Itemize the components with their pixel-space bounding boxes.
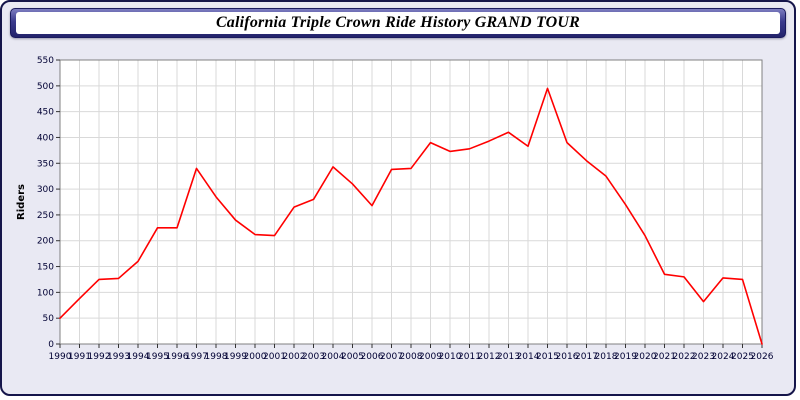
svg-text:2021: 2021	[653, 352, 676, 362]
header-bar: California Triple Crown Ride History GRA…	[10, 8, 786, 38]
svg-text:1996: 1996	[166, 352, 189, 362]
svg-text:2010: 2010	[439, 352, 462, 362]
svg-text:2008: 2008	[400, 352, 423, 362]
svg-text:2018: 2018	[595, 352, 618, 362]
svg-text:2025: 2025	[731, 352, 754, 362]
svg-text:100: 100	[37, 288, 54, 298]
svg-text:350: 350	[37, 159, 54, 169]
svg-text:2002: 2002	[283, 352, 306, 362]
svg-text:2023: 2023	[692, 352, 715, 362]
svg-text:2017: 2017	[575, 352, 598, 362]
svg-text:2016: 2016	[556, 352, 579, 362]
svg-text:0: 0	[48, 340, 54, 350]
svg-text:2026: 2026	[751, 352, 774, 362]
svg-text:1990: 1990	[49, 352, 72, 362]
svg-text:500: 500	[37, 82, 54, 92]
svg-text:200: 200	[37, 237, 54, 247]
svg-text:2007: 2007	[380, 352, 403, 362]
svg-text:2006: 2006	[361, 352, 384, 362]
svg-text:50: 50	[43, 314, 55, 324]
svg-text:2014: 2014	[517, 352, 540, 362]
y-axis-title: Riders	[16, 184, 27, 220]
svg-text:2024: 2024	[712, 352, 735, 362]
svg-text:2012: 2012	[478, 352, 501, 362]
svg-text:300: 300	[37, 185, 54, 195]
riders-series-line	[59, 87, 763, 345]
svg-text:2020: 2020	[634, 352, 657, 362]
svg-text:1998: 1998	[205, 352, 228, 362]
svg-text:400: 400	[37, 133, 54, 143]
svg-text:1993: 1993	[107, 352, 130, 362]
svg-text:1997: 1997	[185, 352, 208, 362]
title-box: California Triple Crown Ride History GRA…	[16, 12, 780, 34]
chart-container: 0 50 100 150 200 250 300 350 400 450 500 550 1990 199…	[10, 46, 790, 390]
page-title: California Triple Crown Ride History GRA…	[215, 14, 581, 31]
svg-text:250: 250	[37, 211, 54, 221]
svg-text:450: 450	[37, 108, 54, 118]
svg-text:2015: 2015	[536, 352, 559, 362]
svg-text:2019: 2019	[614, 352, 637, 362]
svg-text:2005: 2005	[341, 352, 364, 362]
svg-text:1994: 1994	[127, 352, 150, 362]
svg-text:1999: 1999	[224, 352, 247, 362]
svg-text:1995: 1995	[146, 352, 169, 362]
svg-text:150: 150	[37, 263, 54, 273]
ride-history-line-chart: 0501001502002503003504004505005501990199…	[16, 56, 774, 362]
svg-text:1991: 1991	[68, 352, 91, 362]
svg-text:1992: 1992	[88, 352, 111, 362]
svg-text:2004: 2004	[322, 352, 345, 362]
svg-text:2009: 2009	[419, 352, 442, 362]
gridlines	[59, 59, 763, 345]
svg-text:550: 550	[37, 56, 54, 66]
svg-text:2011: 2011	[458, 352, 481, 362]
svg-text:2003: 2003	[302, 352, 325, 362]
svg-text:2001: 2001	[263, 352, 286, 362]
svg-text:2022: 2022	[673, 352, 696, 362]
y-axis-labels: 0 50 100 150 200 250 300 350 400 450 500 550	[37, 56, 60, 350]
svg-text:2013: 2013	[497, 352, 520, 362]
svg-text:2000: 2000	[244, 352, 267, 362]
x-axis-labels: 1990199119921993199419951996199719981999…	[49, 344, 774, 362]
